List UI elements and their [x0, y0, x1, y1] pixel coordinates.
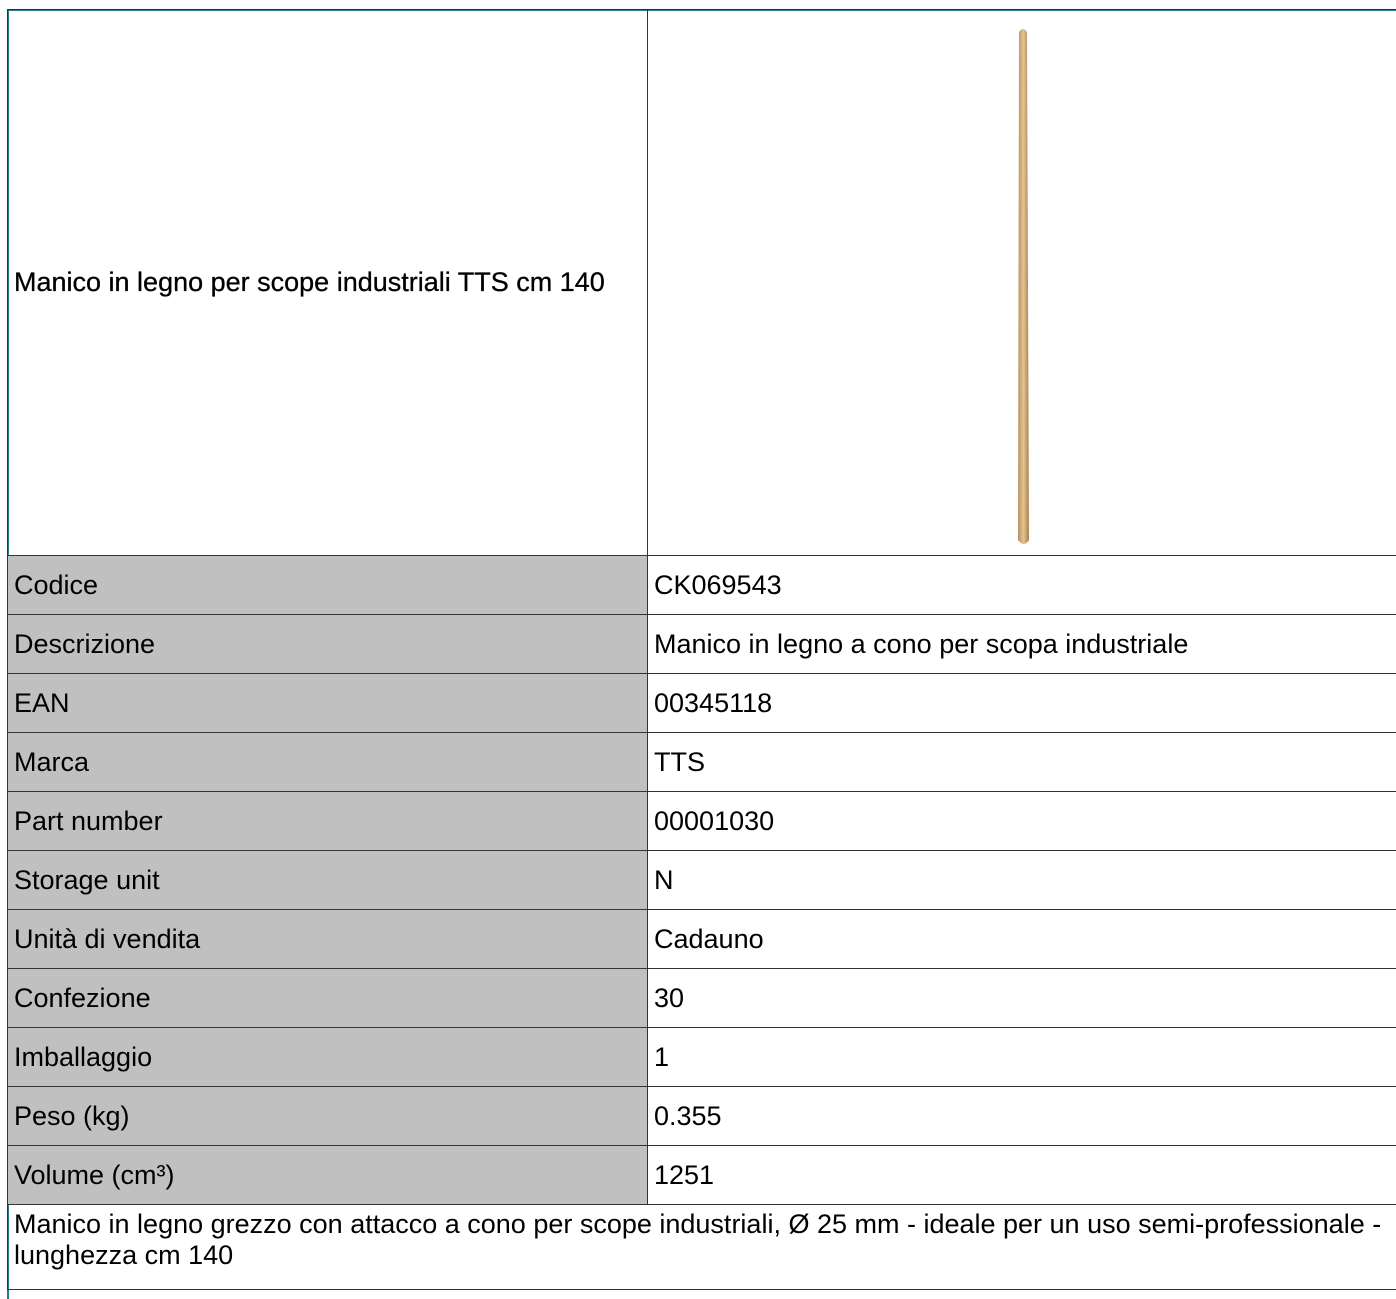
spec-label: Descrizione	[7, 614, 648, 674]
spec-label: Storage unit	[7, 850, 648, 910]
spec-row: Imballaggio 1	[7, 1027, 1396, 1087]
spec-value: Cadauno	[647, 909, 1396, 969]
spec-label: Part number	[7, 791, 648, 851]
spec-label: Peso (kg)	[7, 1086, 648, 1146]
product-image-cell	[647, 9, 1396, 556]
spec-row: Marca TTS	[7, 732, 1396, 792]
spec-label: Codice	[7, 555, 648, 615]
product-sheet: Manico in legno per scope industriali TT…	[7, 9, 1396, 1299]
spec-value: 00345118	[647, 673, 1396, 733]
spec-row: Storage unit N	[7, 850, 1396, 910]
spec-row: Peso (kg) 0.355	[7, 1086, 1396, 1146]
product-table: Manico in legno per scope industriali TT…	[7, 9, 1396, 1290]
spec-value: CK069543	[647, 555, 1396, 615]
spec-value: TTS	[647, 732, 1396, 792]
broom-handle	[1018, 29, 1029, 544]
spec-value: Manico in legno a cono per scopa industr…	[647, 614, 1396, 674]
spec-row: Part number 00001030	[7, 791, 1396, 851]
spec-row: Confezione 30	[7, 968, 1396, 1028]
header-row: Manico in legno per scope industriali TT…	[7, 9, 1396, 556]
spec-value: 30	[647, 968, 1396, 1028]
spec-row: Descrizione Manico in legno a cono per sc…	[7, 614, 1396, 674]
spec-value: N	[647, 850, 1396, 910]
description-row: Manico in legno grezzo con attacco a con…	[7, 1204, 1396, 1290]
spec-value: 1	[647, 1027, 1396, 1087]
spec-row: Volume (cm³) 1251	[7, 1145, 1396, 1205]
spec-row: EAN 00345118	[7, 673, 1396, 733]
spec-label: EAN	[7, 673, 648, 733]
product-description: Manico in legno grezzo con attacco a con…	[7, 1204, 1396, 1290]
spec-row: Unità di vendita Cadauno	[7, 909, 1396, 969]
spec-label: Confezione	[7, 968, 648, 1028]
spec-label: Imballaggio	[7, 1027, 648, 1087]
spec-value: 0.355	[647, 1086, 1396, 1146]
spec-label: Marca	[7, 732, 648, 792]
spec-row: Codice CK069543	[7, 555, 1396, 615]
spec-value: 1251	[647, 1145, 1396, 1205]
spec-value: 00001030	[647, 791, 1396, 851]
spec-label: Unità di vendita	[7, 909, 648, 969]
spec-label: Volume (cm³)	[7, 1145, 648, 1205]
product-title: Manico in legno per scope industriali TT…	[7, 9, 648, 556]
product-image	[1018, 29, 1029, 544]
